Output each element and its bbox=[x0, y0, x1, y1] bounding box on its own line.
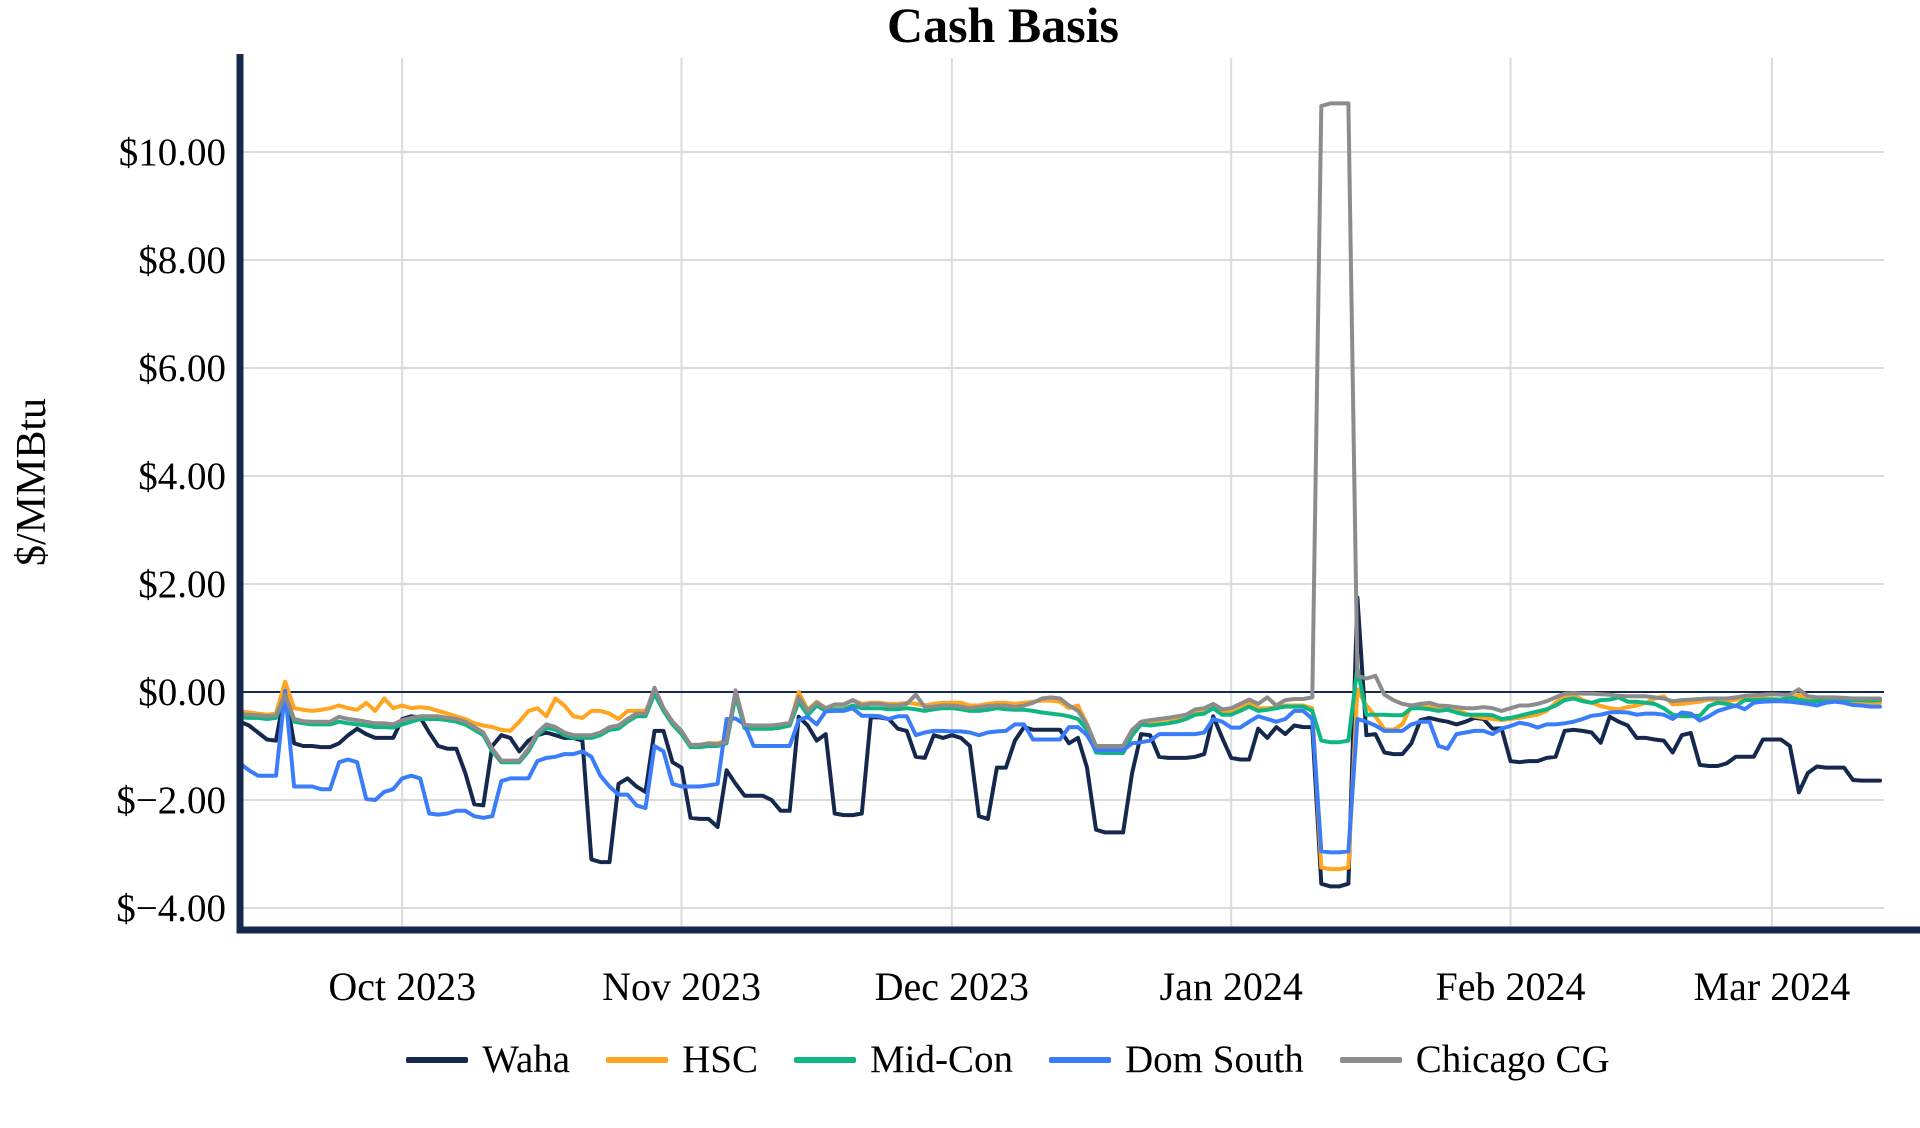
legend-label-mid-con: Mid-Con bbox=[869, 1038, 1013, 1081]
legend-item-chicago-cg: Chicago CG bbox=[1339, 1038, 1610, 1081]
legend-label-waha: Waha bbox=[482, 1038, 571, 1081]
legend-swatch-waha bbox=[406, 1056, 469, 1063]
x-tick-label: Dec 2023 bbox=[875, 964, 1029, 1009]
series-line-chicago-cg bbox=[238, 101, 1882, 763]
legend: Waha HSC Mid-Con Dom South Chicago CG bbox=[0, 1040, 1920, 1079]
legend-item-waha: Waha bbox=[406, 1040, 570, 1079]
legend-item-mid-con: Mid-Con bbox=[793, 1038, 1013, 1081]
x-tick-label: Jan 2024 bbox=[1160, 964, 1303, 1009]
x-tick-label: Feb 2024 bbox=[1436, 964, 1586, 1009]
chart-title: Cash Basis bbox=[886, 0, 1120, 53]
series-line-hsc bbox=[238, 679, 1882, 872]
y-tick-label: $0.00 bbox=[138, 671, 226, 714]
legend-label-chicago-cg: Chicago CG bbox=[1415, 1038, 1610, 1081]
legend-item-hsc: HSC bbox=[606, 1040, 758, 1079]
y-tick-label: $8.00 bbox=[138, 239, 226, 282]
y-tick-label: $−2.00 bbox=[116, 779, 226, 822]
legend-swatch-mid-con bbox=[793, 1056, 856, 1063]
x-tick-label: Oct 2023 bbox=[328, 964, 476, 1009]
series-line-waha bbox=[238, 595, 1882, 889]
legend-swatch-dom-south bbox=[1049, 1056, 1111, 1063]
y-tick-label: $−4.00 bbox=[116, 887, 226, 930]
series-line-dom-south bbox=[238, 688, 1882, 855]
x-tick-label: Mar 2024 bbox=[1694, 964, 1851, 1009]
y-tick-label: $6.00 bbox=[138, 347, 226, 390]
y-tick-label: $2.00 bbox=[138, 563, 226, 606]
legend-swatch-hsc bbox=[606, 1056, 669, 1063]
legend-item-dom-south: Dom South bbox=[1049, 1040, 1304, 1079]
x-tick-label: Nov 2023 bbox=[602, 964, 761, 1009]
legend-label-dom-south: Dom South bbox=[1125, 1038, 1304, 1081]
y-tick-label: $10.00 bbox=[119, 131, 226, 174]
y-tick-label: $4.00 bbox=[138, 455, 226, 498]
legend-label-hsc: HSC bbox=[682, 1038, 758, 1081]
legend-swatch-chicago-cg bbox=[1339, 1056, 1402, 1063]
